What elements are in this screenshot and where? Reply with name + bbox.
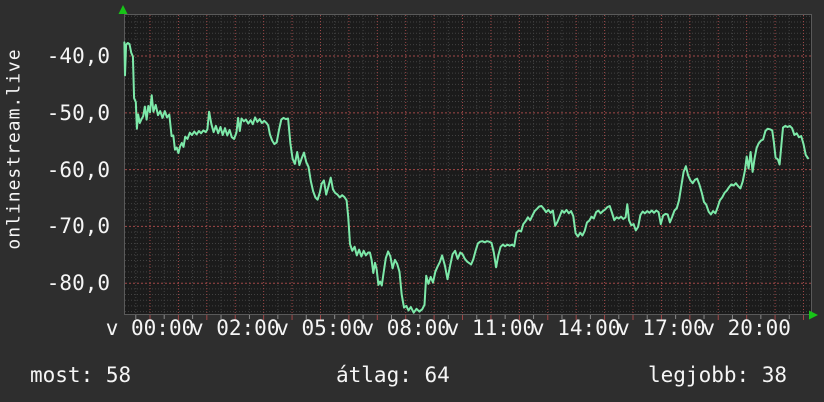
x-axis-tick-label: v 00:00 xyxy=(105,316,195,340)
stat-atlag: átlag: 64 xyxy=(336,363,450,387)
x-axis-tick-label: v 17:00 xyxy=(617,316,706,340)
stat-legjobb: legjobb: 38 xyxy=(648,363,788,387)
y-axis-tick-label: -80,0 xyxy=(46,271,110,296)
x-axis-tick-label: v 14:00 xyxy=(531,316,621,340)
y-axis-tick-label: -70,0 xyxy=(46,214,110,239)
y-axis-arrow-icon xyxy=(118,5,128,14)
x-axis-tick-label: v 11:00 xyxy=(446,316,536,340)
y-axis-tick-label: -40,0 xyxy=(46,44,110,69)
plot-area xyxy=(124,14,812,315)
x-axis-arrow-icon xyxy=(809,310,818,320)
x-axis-tick-label: v 05:00 xyxy=(276,316,365,340)
y-axis-tick-label: -60,0 xyxy=(46,157,110,182)
x-axis-tick-label: v 02:00 xyxy=(190,316,280,340)
vertical-title: onlinestream.live xyxy=(3,48,25,250)
x-axis-tick-label: v 20:00 xyxy=(702,316,791,340)
signal-line xyxy=(123,41,809,314)
y-axis-tick-label: -50,0 xyxy=(46,100,110,125)
x-axis-tick-label: v 08:00 xyxy=(361,316,450,340)
plot-border xyxy=(124,14,812,315)
stat-most: most: 58 xyxy=(30,363,132,387)
